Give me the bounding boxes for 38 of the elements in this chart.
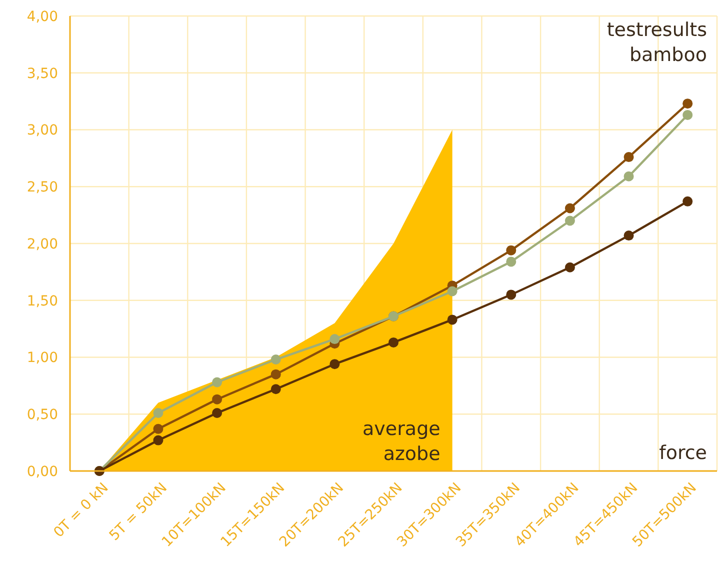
annotation: testresults bamboo bbox=[606, 19, 707, 66]
point bbox=[153, 435, 164, 446]
y-tick-label: 3,50 bbox=[26, 66, 58, 82]
point bbox=[506, 290, 516, 300]
y-tick-label: 1,00 bbox=[26, 350, 58, 366]
point bbox=[212, 408, 222, 418]
y-tick-label: 1,50 bbox=[26, 293, 58, 310]
point bbox=[153, 424, 164, 434]
point bbox=[624, 171, 634, 182]
point bbox=[682, 110, 693, 120]
point bbox=[564, 203, 575, 214]
y-tick-label: 0,50 bbox=[26, 407, 58, 424]
point bbox=[153, 408, 164, 418]
y-tick-label: 2,00 bbox=[26, 236, 58, 252]
point bbox=[270, 354, 281, 365]
point bbox=[388, 337, 398, 348]
point bbox=[624, 152, 634, 162]
point bbox=[447, 286, 458, 296]
point bbox=[564, 216, 575, 226]
point bbox=[212, 394, 222, 404]
point bbox=[330, 334, 340, 344]
point bbox=[624, 230, 634, 241]
point bbox=[506, 256, 516, 267]
y-tick-label: 0,00 bbox=[26, 464, 58, 480]
point bbox=[682, 196, 693, 206]
x-axis-title: force bbox=[659, 442, 707, 464]
y-tick-label: 2,50 bbox=[26, 180, 58, 196]
point bbox=[682, 98, 693, 109]
point bbox=[270, 369, 281, 380]
y-tick-label: 4,00 bbox=[26, 8, 58, 25]
point bbox=[447, 314, 458, 325]
point bbox=[270, 384, 281, 394]
series-label: average azobe bbox=[362, 418, 440, 465]
point bbox=[506, 245, 516, 256]
y-tick-label: 3,00 bbox=[26, 122, 58, 139]
point bbox=[212, 377, 222, 388]
point bbox=[330, 359, 340, 370]
point bbox=[564, 262, 575, 272]
